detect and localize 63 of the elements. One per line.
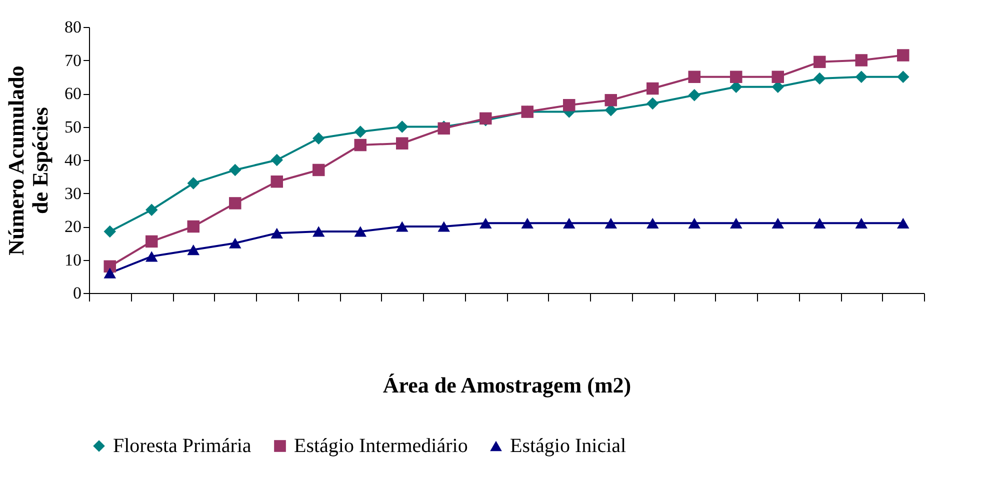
y-tick-label: 40 <box>64 150 82 170</box>
point <box>814 218 826 228</box>
point <box>270 175 283 188</box>
point <box>187 177 200 190</box>
y-axis-title: Número Acumulado de Espécies <box>4 66 52 256</box>
point <box>396 221 408 232</box>
point <box>688 89 700 102</box>
point <box>897 218 910 228</box>
point <box>187 220 200 233</box>
point <box>897 49 910 62</box>
point <box>396 137 408 150</box>
legend-label: Estágio Inicial <box>510 435 627 457</box>
point <box>229 197 242 210</box>
point <box>312 164 325 176</box>
point <box>270 228 283 238</box>
point <box>604 218 617 228</box>
point <box>855 54 868 66</box>
point <box>354 138 366 152</box>
point <box>772 70 784 83</box>
point <box>354 226 366 237</box>
point <box>563 218 576 228</box>
point <box>312 226 325 237</box>
point <box>146 235 158 248</box>
point <box>229 164 242 176</box>
y-tick-label: 0 <box>73 284 82 302</box>
point <box>646 218 659 228</box>
point <box>855 70 868 83</box>
point <box>104 225 116 238</box>
y-tick-label: 80 <box>64 18 82 36</box>
point <box>312 132 325 145</box>
point <box>563 99 576 112</box>
point <box>354 126 366 138</box>
legend-label: Estágio Intermediário <box>294 435 468 457</box>
point <box>730 218 742 228</box>
y-tick-label: 30 <box>64 184 82 203</box>
point <box>688 70 700 83</box>
point <box>604 94 617 106</box>
point <box>270 154 283 166</box>
point <box>730 70 742 83</box>
y-tick-label: 60 <box>64 84 82 103</box>
y-tick-label: 10 <box>64 250 82 270</box>
point <box>146 204 158 216</box>
y-tick-label: 70 <box>64 50 82 70</box>
point <box>855 218 868 228</box>
point <box>814 72 826 85</box>
point <box>187 244 200 256</box>
legend-label: Floresta Primária <box>113 435 252 457</box>
point <box>814 56 826 68</box>
point <box>646 97 659 110</box>
point <box>104 268 116 278</box>
y-tick-label: 20 <box>64 217 82 236</box>
point <box>521 218 534 228</box>
x-axis-title: Área de Amostragem (m2) <box>382 372 632 398</box>
point <box>146 251 158 262</box>
point <box>688 218 700 228</box>
point <box>229 238 242 248</box>
point <box>438 221 450 232</box>
point <box>480 218 492 228</box>
point <box>396 120 408 133</box>
y-tick-label: 50 <box>64 117 82 136</box>
point <box>897 70 910 83</box>
point <box>646 82 659 95</box>
point <box>772 218 784 228</box>
